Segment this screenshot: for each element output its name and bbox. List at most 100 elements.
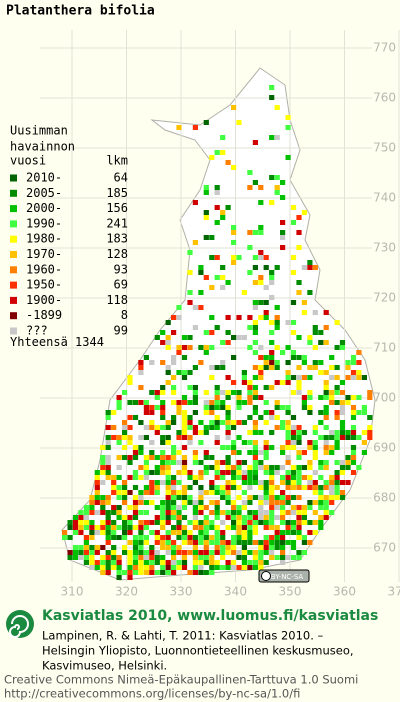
record-cell	[274, 415, 280, 420]
record-cell	[367, 415, 373, 420]
record-cell	[138, 465, 144, 470]
record-cell	[323, 445, 329, 450]
record-cell	[345, 400, 351, 405]
record-cell	[247, 345, 253, 350]
record-cell	[111, 545, 117, 550]
record-cell	[209, 410, 215, 415]
record-cell	[132, 535, 139, 540]
record-cell	[258, 250, 264, 255]
record-cell	[181, 375, 188, 380]
record-cell	[263, 465, 269, 470]
record-cell	[252, 405, 258, 410]
record-cell	[225, 460, 231, 465]
record-cell	[111, 410, 117, 415]
record-cell	[241, 500, 247, 505]
record-cell	[154, 465, 160, 470]
record-cell	[100, 555, 106, 560]
record-cell	[209, 480, 215, 485]
record-cell	[214, 490, 220, 495]
record-cell	[323, 495, 329, 500]
record-cell	[263, 520, 269, 525]
record-cell	[132, 500, 139, 505]
record-cell	[296, 365, 302, 370]
record-cell	[231, 420, 237, 425]
record-cell	[307, 265, 313, 270]
record-cell	[127, 455, 133, 460]
record-cell	[301, 310, 307, 315]
record-cell	[160, 405, 166, 410]
record-cell	[225, 560, 231, 565]
record-cell	[274, 175, 280, 180]
record-cell	[263, 515, 269, 520]
record-cell	[225, 420, 231, 425]
record-cell	[220, 460, 226, 465]
record-cell	[241, 550, 247, 555]
record-cell	[100, 570, 106, 575]
record-cell	[160, 450, 166, 455]
record-cells	[62, 85, 373, 580]
record-cell	[258, 430, 264, 435]
record-cell	[209, 520, 215, 525]
record-cell	[171, 315, 177, 320]
record-cell	[214, 475, 220, 480]
record-cell	[329, 430, 335, 435]
record-cell	[127, 540, 133, 545]
record-cell	[241, 440, 247, 445]
record-cell	[236, 540, 242, 545]
record-cell	[105, 540, 111, 545]
record-cell	[138, 360, 144, 365]
record-cell	[280, 480, 286, 485]
record-cell	[269, 320, 275, 325]
y-tick-label: 770	[373, 41, 396, 55]
record-cell	[149, 500, 155, 505]
legend-count: 8	[121, 308, 128, 322]
record-cell	[116, 405, 122, 410]
record-cell	[160, 500, 166, 505]
record-cell	[231, 545, 237, 550]
record-cell	[171, 485, 177, 490]
record-cell	[274, 505, 280, 510]
record-cell	[171, 385, 177, 390]
record-cell	[263, 540, 269, 545]
record-cell	[111, 425, 117, 430]
record-cell	[307, 440, 313, 445]
record-cell	[83, 560, 89, 565]
record-cell	[258, 520, 264, 525]
record-cell	[198, 305, 204, 310]
record-cell	[361, 410, 367, 415]
record-cell	[339, 470, 346, 475]
record-cell	[154, 430, 160, 435]
record-cell	[345, 395, 351, 400]
record-cell	[171, 570, 177, 575]
record-cell	[350, 450, 357, 455]
footer-heading: Kasviatlas 2010, www.luomus.fi/kasviatla…	[42, 608, 378, 624]
record-cell	[318, 340, 324, 345]
record-cell	[241, 420, 247, 425]
record-cell	[296, 435, 302, 440]
record-cell	[329, 490, 335, 495]
record-cell	[176, 490, 182, 495]
record-cell	[220, 265, 226, 270]
record-cell	[290, 415, 297, 420]
record-cell	[290, 505, 297, 510]
record-cell	[307, 465, 313, 470]
record-cell	[280, 195, 286, 200]
record-cell	[187, 250, 193, 255]
record-cell	[339, 380, 346, 385]
legend-count: 93	[114, 262, 128, 276]
record-cell	[225, 445, 231, 450]
record-cell	[160, 555, 166, 560]
record-cell	[181, 395, 188, 400]
record-cell	[296, 230, 302, 235]
record-cell	[274, 555, 280, 560]
record-cell	[269, 480, 275, 485]
record-cell	[149, 545, 155, 550]
record-cell	[171, 550, 177, 555]
record-cell	[209, 405, 215, 410]
legend-swatch	[10, 220, 17, 228]
record-cell	[160, 340, 166, 345]
record-cell	[122, 390, 128, 395]
record-cell	[285, 410, 291, 415]
record-cell	[165, 560, 171, 565]
record-cell	[122, 430, 128, 435]
